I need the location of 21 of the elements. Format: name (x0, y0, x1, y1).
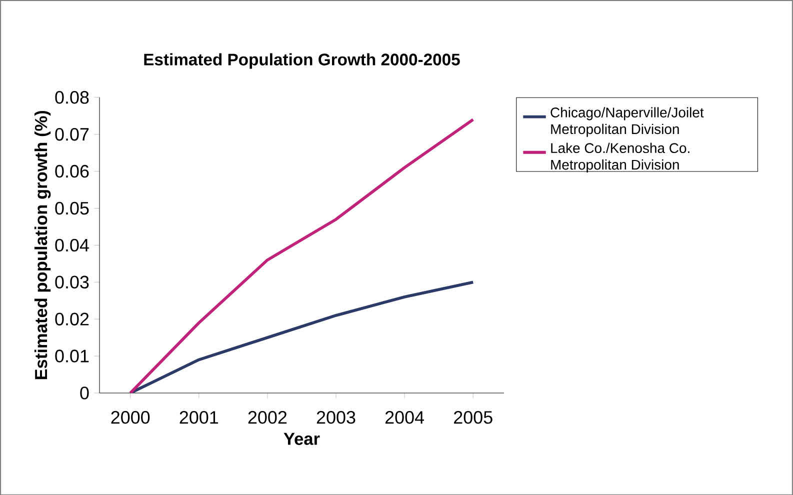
y-tick-label: 0.04 (55, 238, 89, 252)
x-tick-label: 2000 (111, 410, 150, 424)
legend-label: Lake Co./Kenosha Co. Metropolitan Division (551, 142, 690, 172)
y-tick-label: 0.05 (55, 202, 89, 214)
y-tick-label: 0.02 (55, 312, 89, 326)
y-tick-label: 0 (80, 386, 89, 400)
x-tick-label: 2004 (385, 410, 424, 424)
line-series (128, 118, 475, 393)
y-tick-label: 0.07 (55, 128, 89, 141)
y-tick-label: 0.01 (55, 349, 89, 362)
x-tick-label: 2003 (316, 410, 356, 424)
x-tick-label: 2001 (180, 410, 218, 424)
chart-title: Estimated Population Growth 2000-2005 (144, 53, 460, 69)
legend-label: Chicago/Naperville/Joilet Metropolitan Division (550, 106, 704, 137)
y-axis-title: Estimated population growth (%) (34, 110, 51, 379)
x-axis-title: Year (284, 432, 320, 445)
x-tick-label: 2005 (454, 410, 492, 424)
x-tick-label: 2002 (248, 410, 287, 424)
y-tick-label: 0.06 (55, 164, 89, 178)
y-tick-label: 0.03 (55, 276, 89, 288)
y-tick-label: 0.08 (55, 90, 89, 104)
